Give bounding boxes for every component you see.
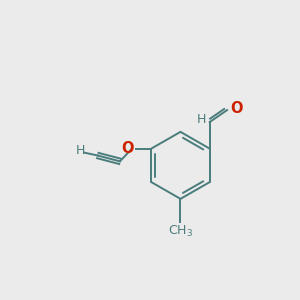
Text: O: O [230, 101, 242, 116]
Text: H: H [197, 113, 206, 126]
Text: O: O [122, 141, 134, 156]
Text: H: H [76, 144, 86, 157]
Text: CH$_3$: CH$_3$ [168, 224, 193, 239]
